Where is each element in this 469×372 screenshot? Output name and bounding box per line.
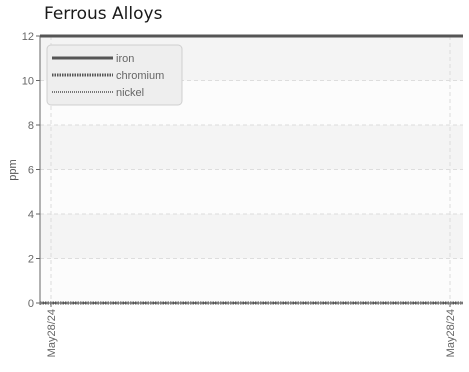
x-tick-label: May28/24 [46,309,58,357]
y-tick-label: 6 [28,165,34,177]
axes: 0 2 4 6 8 10 12 May28/24 May28/24 [22,31,463,357]
y-tick-label: 0 [28,298,34,310]
data-series [40,34,463,305]
legend-label-chromium: chromium [116,70,164,82]
plot-band [40,258,463,303]
legend-box[interactable] [46,44,183,106]
chart-title: Ferrous Alloys [44,4,163,24]
plot-band [40,169,463,214]
y-tick-label: 2 [28,254,34,266]
x-tick-label: May28/24 [445,309,457,357]
plot-band [40,214,463,259]
y-tick-label: 10 [22,76,34,88]
y-tick-label: 8 [28,120,34,132]
legend[interactable]: iron chromium nickel [46,44,183,106]
legend-label-nickel: nickel [116,87,144,99]
y-tick-label: 12 [22,31,34,43]
legend-label-iron: iron [116,53,134,65]
y-tick-label: 4 [28,209,34,221]
plot-band [40,125,463,170]
y-axis-label: ppm [7,159,19,180]
